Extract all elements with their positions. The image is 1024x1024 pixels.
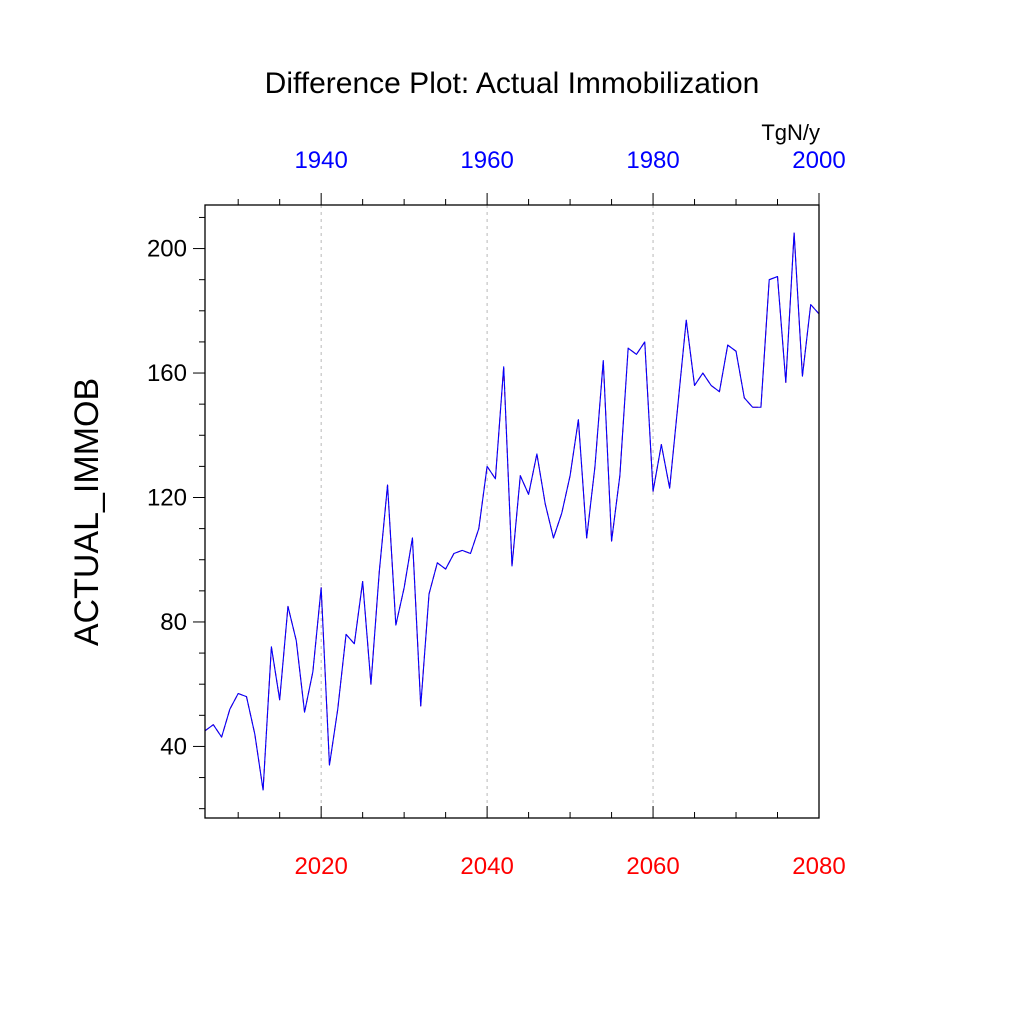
y-axis-label: ACTUAL_IMMOB [68, 378, 106, 646]
x-top-tick-label: 2000 [792, 147, 845, 174]
future-series-line [204, 232, 820, 791]
units-label: TgN/y [761, 120, 820, 145]
axes: 2020 2040 2060 2080 1940 1960 1980 2000 40 80 120 1… [147, 147, 846, 880]
y-tick-label: 40 [160, 733, 187, 760]
grid-lines [320, 205, 654, 818]
x-bottom-tick-label: 2080 [792, 853, 845, 880]
x-bottom-tick-label: 2060 [626, 853, 679, 880]
y-tick-label: 200 [147, 236, 187, 263]
x-top-tick-label: 1940 [294, 147, 347, 174]
plot-frame [204, 204, 820, 819]
series-lines [204, 232, 820, 791]
x-top-tick-label: 1980 [626, 147, 679, 174]
y-tick-label: 160 [147, 360, 187, 387]
y-tick-label: 120 [147, 484, 187, 511]
x-bottom-tick-label: 2040 [460, 853, 513, 880]
chart-title: Difference Plot: Actual Immobilization [265, 67, 760, 100]
x-top-tick-label: 1960 [460, 147, 513, 174]
x-bottom-tick-label: 2020 [294, 853, 347, 880]
historical-series-line [204, 232, 820, 791]
y-tick-label: 80 [160, 609, 187, 636]
